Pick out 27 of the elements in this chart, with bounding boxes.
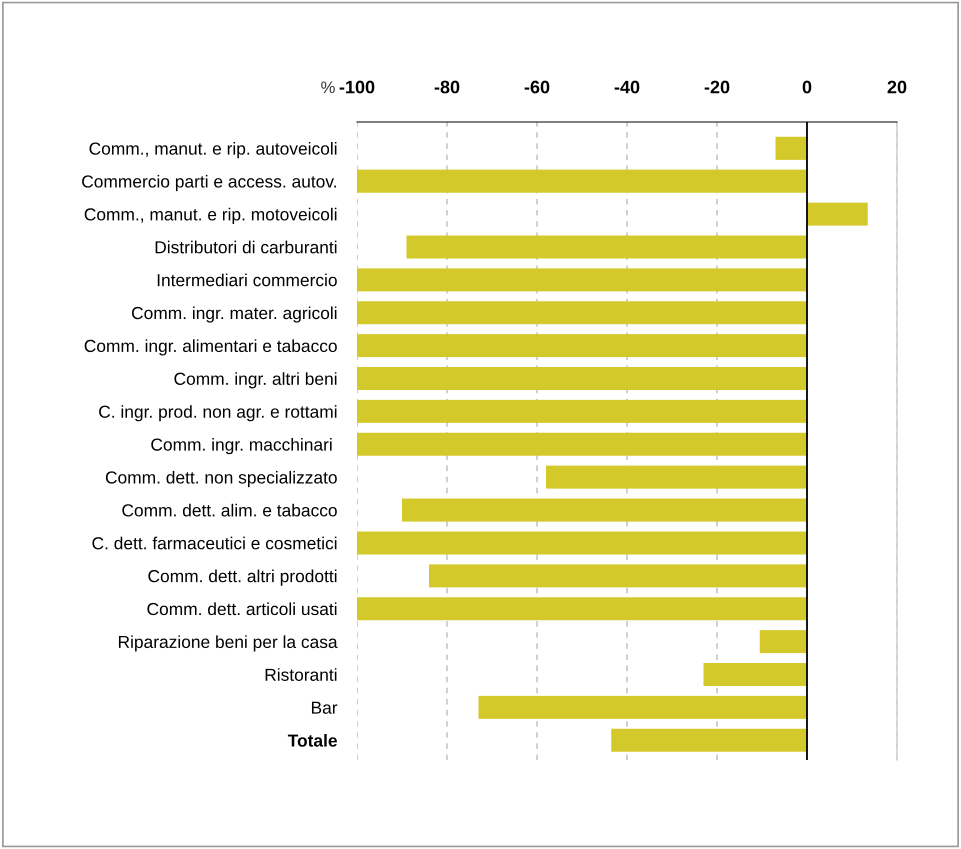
x-tick-label: -100 [340, 80, 374, 94]
x-axis-title: % [321, 81, 335, 94]
y-tick-label: Totale [288, 734, 337, 747]
y-tick-label: Comm. ingr. alimentari e tabacco [84, 339, 337, 356]
y-tick-label: C. dett. farmaceutici e cosmetici [92, 536, 336, 550]
y-tick-label: Comm., manut. e rip. motoveicoli [84, 208, 336, 224]
y-tick-label: Comm. dett. altri prodotti [148, 570, 336, 586]
y-tick-label: Comm., manut. e rip. autoveicoli [90, 142, 336, 158]
x-tick-label: -20 [704, 80, 730, 94]
x-tick-label: 20 [888, 80, 906, 94]
y-tick-label: Commercio parti e access. autov. [82, 174, 336, 192]
y-tick-label: Comm. dett. alim. e tabacco [122, 504, 337, 517]
x-tick-label: -40 [614, 80, 640, 94]
y-tick-label: Riparazione beni per la casa [118, 635, 338, 652]
y-tick-label: Ristoranti [266, 668, 336, 681]
x-tick-label: -60 [524, 80, 550, 94]
y-tick-label: Distributori di carburanti [156, 240, 336, 254]
y-tick-label: Bar [312, 702, 338, 714]
y-tick-label: Comm. ingr. altri beni [174, 372, 336, 388]
y-tick-label: Comm. ingr. macchinari [151, 438, 332, 454]
y-tick-label: Comm. dett. non specializzato [106, 470, 337, 488]
y-tick-label: C. ingr. prod. non agr. e rottami [99, 405, 336, 422]
y-tick-label: Comm. dett. articoli usati [147, 602, 336, 616]
x-tick-label: -80 [434, 80, 460, 94]
y-tick-label: Intermediari commercio [158, 274, 337, 286]
x-tick-label: 0 [802, 80, 812, 94]
y-tick-label: Comm. ingr. mater. agricoli [132, 306, 336, 323]
